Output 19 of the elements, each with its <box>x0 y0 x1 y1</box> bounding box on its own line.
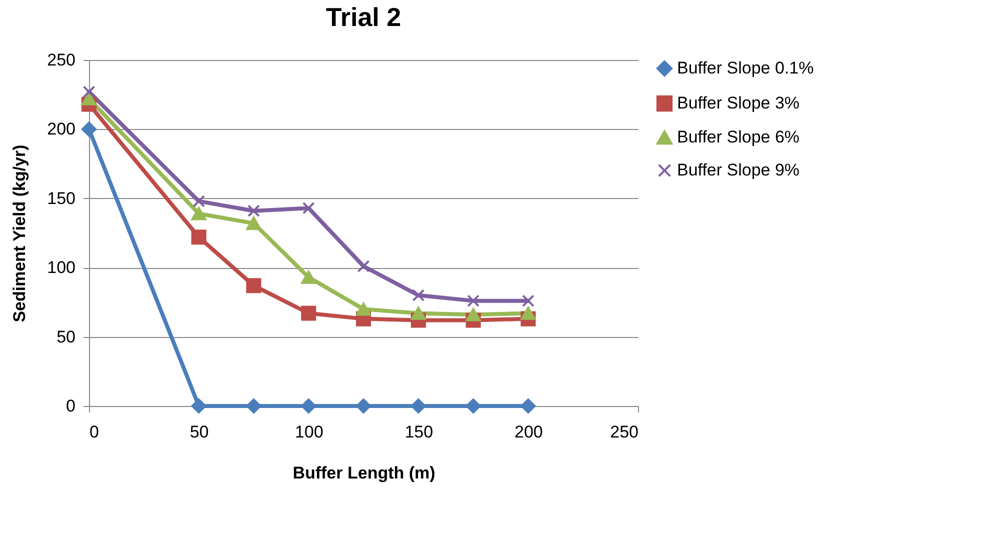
y-tick-label: 250 <box>47 50 76 70</box>
x-tick-label: 250 <box>610 422 638 442</box>
legend-label: Buffer Slope 6% <box>677 128 800 146</box>
legend-label: Buffer Slope 0.1% <box>677 58 814 78</box>
legend-label: Buffer Slope 9% <box>677 160 800 180</box>
x-tick-label: 150 <box>404 422 434 442</box>
y-tick-label: 150 <box>47 188 76 208</box>
x-tick-label: 200 <box>514 422 543 442</box>
x-tick-label: 100 <box>294 422 324 442</box>
y-tick-label: 50 <box>56 327 76 346</box>
legend-label: Buffer Slope 3% <box>677 94 800 112</box>
y-axis-title: Sediment Yield (kg/yr) <box>10 144 30 322</box>
y-tick-label: 0 <box>66 396 76 416</box>
y-tick-label: 100 <box>47 258 76 278</box>
x-tick-label: 50 <box>190 422 209 442</box>
chart-title: Trial 2 <box>326 2 402 32</box>
x-axis-title: Buffer Length (m) <box>292 464 436 482</box>
x-tick-label: 0 <box>90 422 99 442</box>
y-tick-label: 200 <box>47 120 76 139</box>
